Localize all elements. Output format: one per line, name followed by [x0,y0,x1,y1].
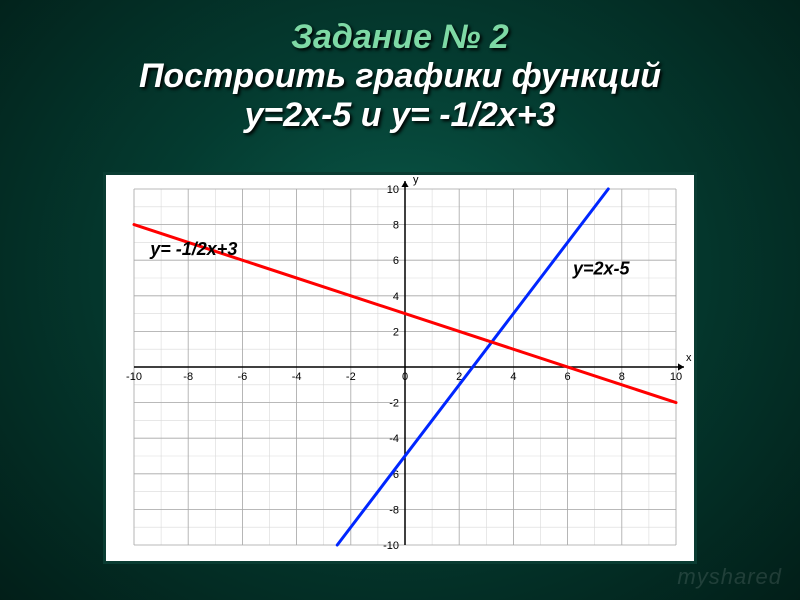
title-block: Задание № 2 Построить графики функций у=… [0,0,800,135]
svg-text:4: 4 [393,291,399,303]
title-line-1: Задание № 2 [0,18,800,57]
svg-text:6: 6 [393,255,399,267]
svg-text:-4: -4 [389,433,399,445]
svg-text:-2: -2 [346,371,356,383]
svg-text:8: 8 [619,371,625,383]
title-line-2: Построить графики функций [0,57,800,96]
svg-text:4: 4 [510,371,516,383]
svg-text:y: y [413,175,419,186]
svg-text:-2: -2 [389,398,399,410]
svg-text:x: x [686,352,692,364]
svg-text:y=2x-5: y=2x-5 [572,258,631,278]
watermark: myshared [677,564,782,590]
svg-text:10: 10 [387,184,399,196]
svg-text:-8: -8 [183,371,193,383]
svg-text:10: 10 [670,371,682,383]
title-line-3: у=2х-5 и у= -1/2х+3 [0,96,800,135]
svg-text:-8: -8 [389,504,399,516]
svg-text:-10: -10 [383,540,399,552]
chart-frame: -10-8-6-4-20246810-10-8-6-4-2246810xyy=2… [103,172,697,564]
svg-text:y= -1/2x+3: y= -1/2x+3 [149,239,237,259]
slide: Задание № 2 Построить графики функций у=… [0,0,800,600]
svg-text:8: 8 [393,220,399,232]
svg-text:2: 2 [393,326,399,338]
svg-text:-10: -10 [126,371,142,383]
svg-text:6: 6 [565,371,571,383]
svg-text:-6: -6 [238,371,248,383]
svg-text:-4: -4 [292,371,302,383]
chart-svg: -10-8-6-4-20246810-10-8-6-4-2246810xyy=2… [106,175,694,561]
svg-text:0: 0 [402,371,408,383]
